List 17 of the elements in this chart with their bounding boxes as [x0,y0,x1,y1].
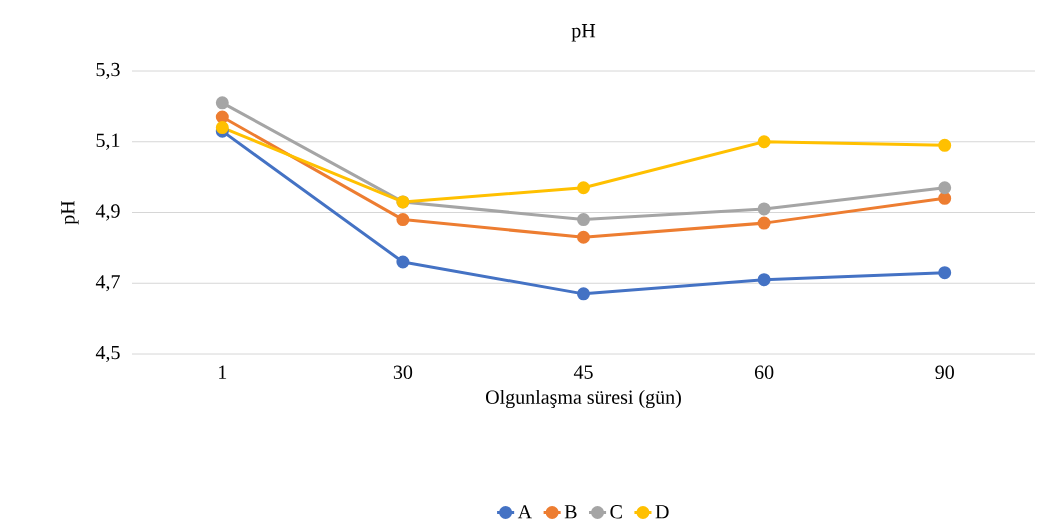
legend-label: B [564,505,577,519]
x-tick-label: 30 [393,365,413,380]
y-axis-title: pH [61,200,79,225]
x-tick-label: 45 [573,365,593,379]
y-tick-label: 5,1 [96,133,120,150]
chart-title: pH [571,24,596,42]
legend-label: D [655,505,669,519]
x-tick-label: 90 [935,365,954,380]
y-tick-label: 4,7 [95,275,120,292]
x-tick-label: 1 [219,365,227,379]
x-tick-label: 60 [754,365,774,380]
legend-label: C [610,505,622,519]
legend-label: A [517,505,532,519]
x-axis-title: Olgunlaşma süresi (gün) [486,389,681,409]
y-tick-label: 5,3 [96,62,120,80]
y-tick-label: 4,9 [95,204,120,221]
y-tick-label: 4,5 [95,345,120,363]
